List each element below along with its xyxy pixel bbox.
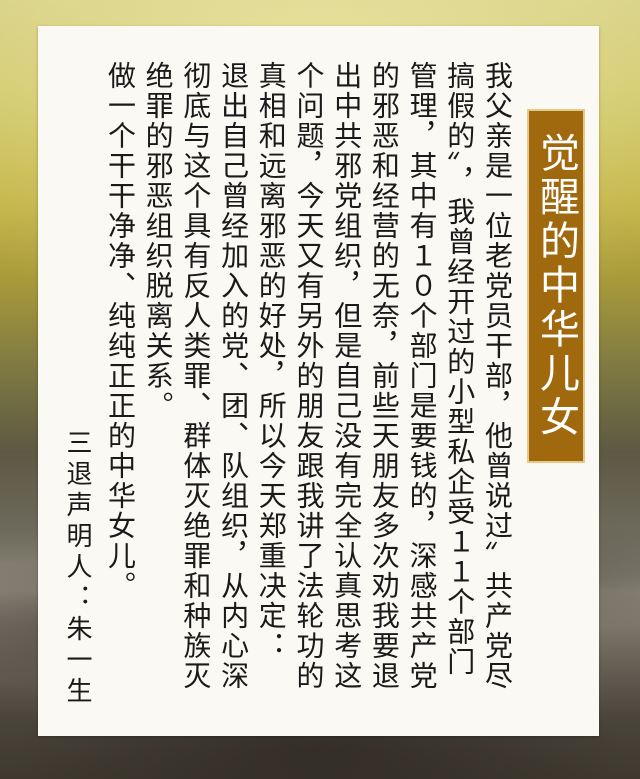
statement-paragraph-3: 做一个干干净净、纯纯正正的中华女儿。: [103, 61, 137, 601]
statement-body: 我父亲是一位老党员干部，他曾说过〞共产党尽搞假的〞，我曾经开过的小型私企受１１个…: [101, 61, 516, 701]
page-title: 觉醒的中华儿女: [533, 132, 579, 440]
title-banner: 觉醒的中华儿女: [527, 109, 585, 463]
statement-paragraph-2: 退出自己曾经加入的党、团、队组织，从内心深彻底与这个具有反人类罪、群体灭绝罪和种…: [141, 61, 251, 691]
statement-paragraph-1: 我父亲是一位老党员干部，他曾说过〞共产党尽搞假的〞，我曾经开过的小型私企受１１个…: [254, 61, 514, 691]
signature: 三退声明人：朱一生: [62, 429, 92, 708]
statement-card: [38, 26, 599, 736]
